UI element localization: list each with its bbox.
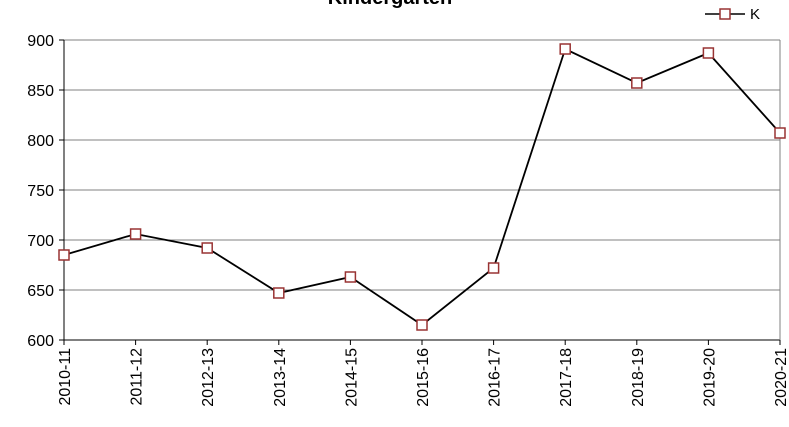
data-point — [702, 47, 715, 59]
y-tick-label: 750 — [27, 183, 54, 200]
data-point — [201, 242, 213, 254]
data-point — [559, 43, 571, 55]
series-k — [58, 43, 786, 331]
y-axis-ticks: 600 650 700 750 800 850 900 — [27, 33, 64, 350]
x-tick-label: 2017-18 — [558, 348, 575, 407]
x-tick-label: 2011-12 — [129, 348, 146, 406]
data-point — [273, 287, 285, 299]
x-tick-label: 2015-16 — [415, 348, 432, 407]
x-tick-label: 2014-15 — [343, 348, 360, 407]
data-point — [631, 77, 643, 89]
x-tick-label: 2013-14 — [272, 348, 289, 407]
x-axis-ticks: 2010-11 2011-12 2012-13 2013-14 2014-15 2015-… — [57, 340, 789, 407]
chart-title: Kindergarten — [328, 0, 452, 9]
y-tick-label: 600 — [27, 333, 54, 350]
x-tick-label: 2018-19 — [630, 348, 647, 407]
x-tick-label: 2019-20 — [701, 348, 718, 407]
y-tick-label: 700 — [27, 233, 54, 250]
data-point — [344, 271, 357, 283]
y-tick-label: 800 — [27, 133, 54, 150]
data-point — [774, 127, 786, 139]
x-tick-label: 2020-21 — [773, 348, 789, 407]
y-tick-label: 850 — [27, 83, 54, 100]
y-tick-label: 650 — [27, 283, 54, 300]
legend-label-k: K — [750, 6, 760, 23]
y-tick-label: 900 — [27, 33, 54, 50]
x-tick-label: 2016-17 — [487, 348, 504, 407]
legend-marker — [719, 8, 731, 20]
x-tick-label: 2012-13 — [200, 348, 217, 407]
data-point — [416, 319, 428, 331]
x-tick-label: 2010-11 — [57, 348, 74, 406]
data-point — [129, 228, 142, 240]
gridlines — [64, 39, 780, 291]
data-point — [487, 262, 500, 274]
legend: K — [705, 6, 760, 23]
data-point — [58, 249, 70, 261]
